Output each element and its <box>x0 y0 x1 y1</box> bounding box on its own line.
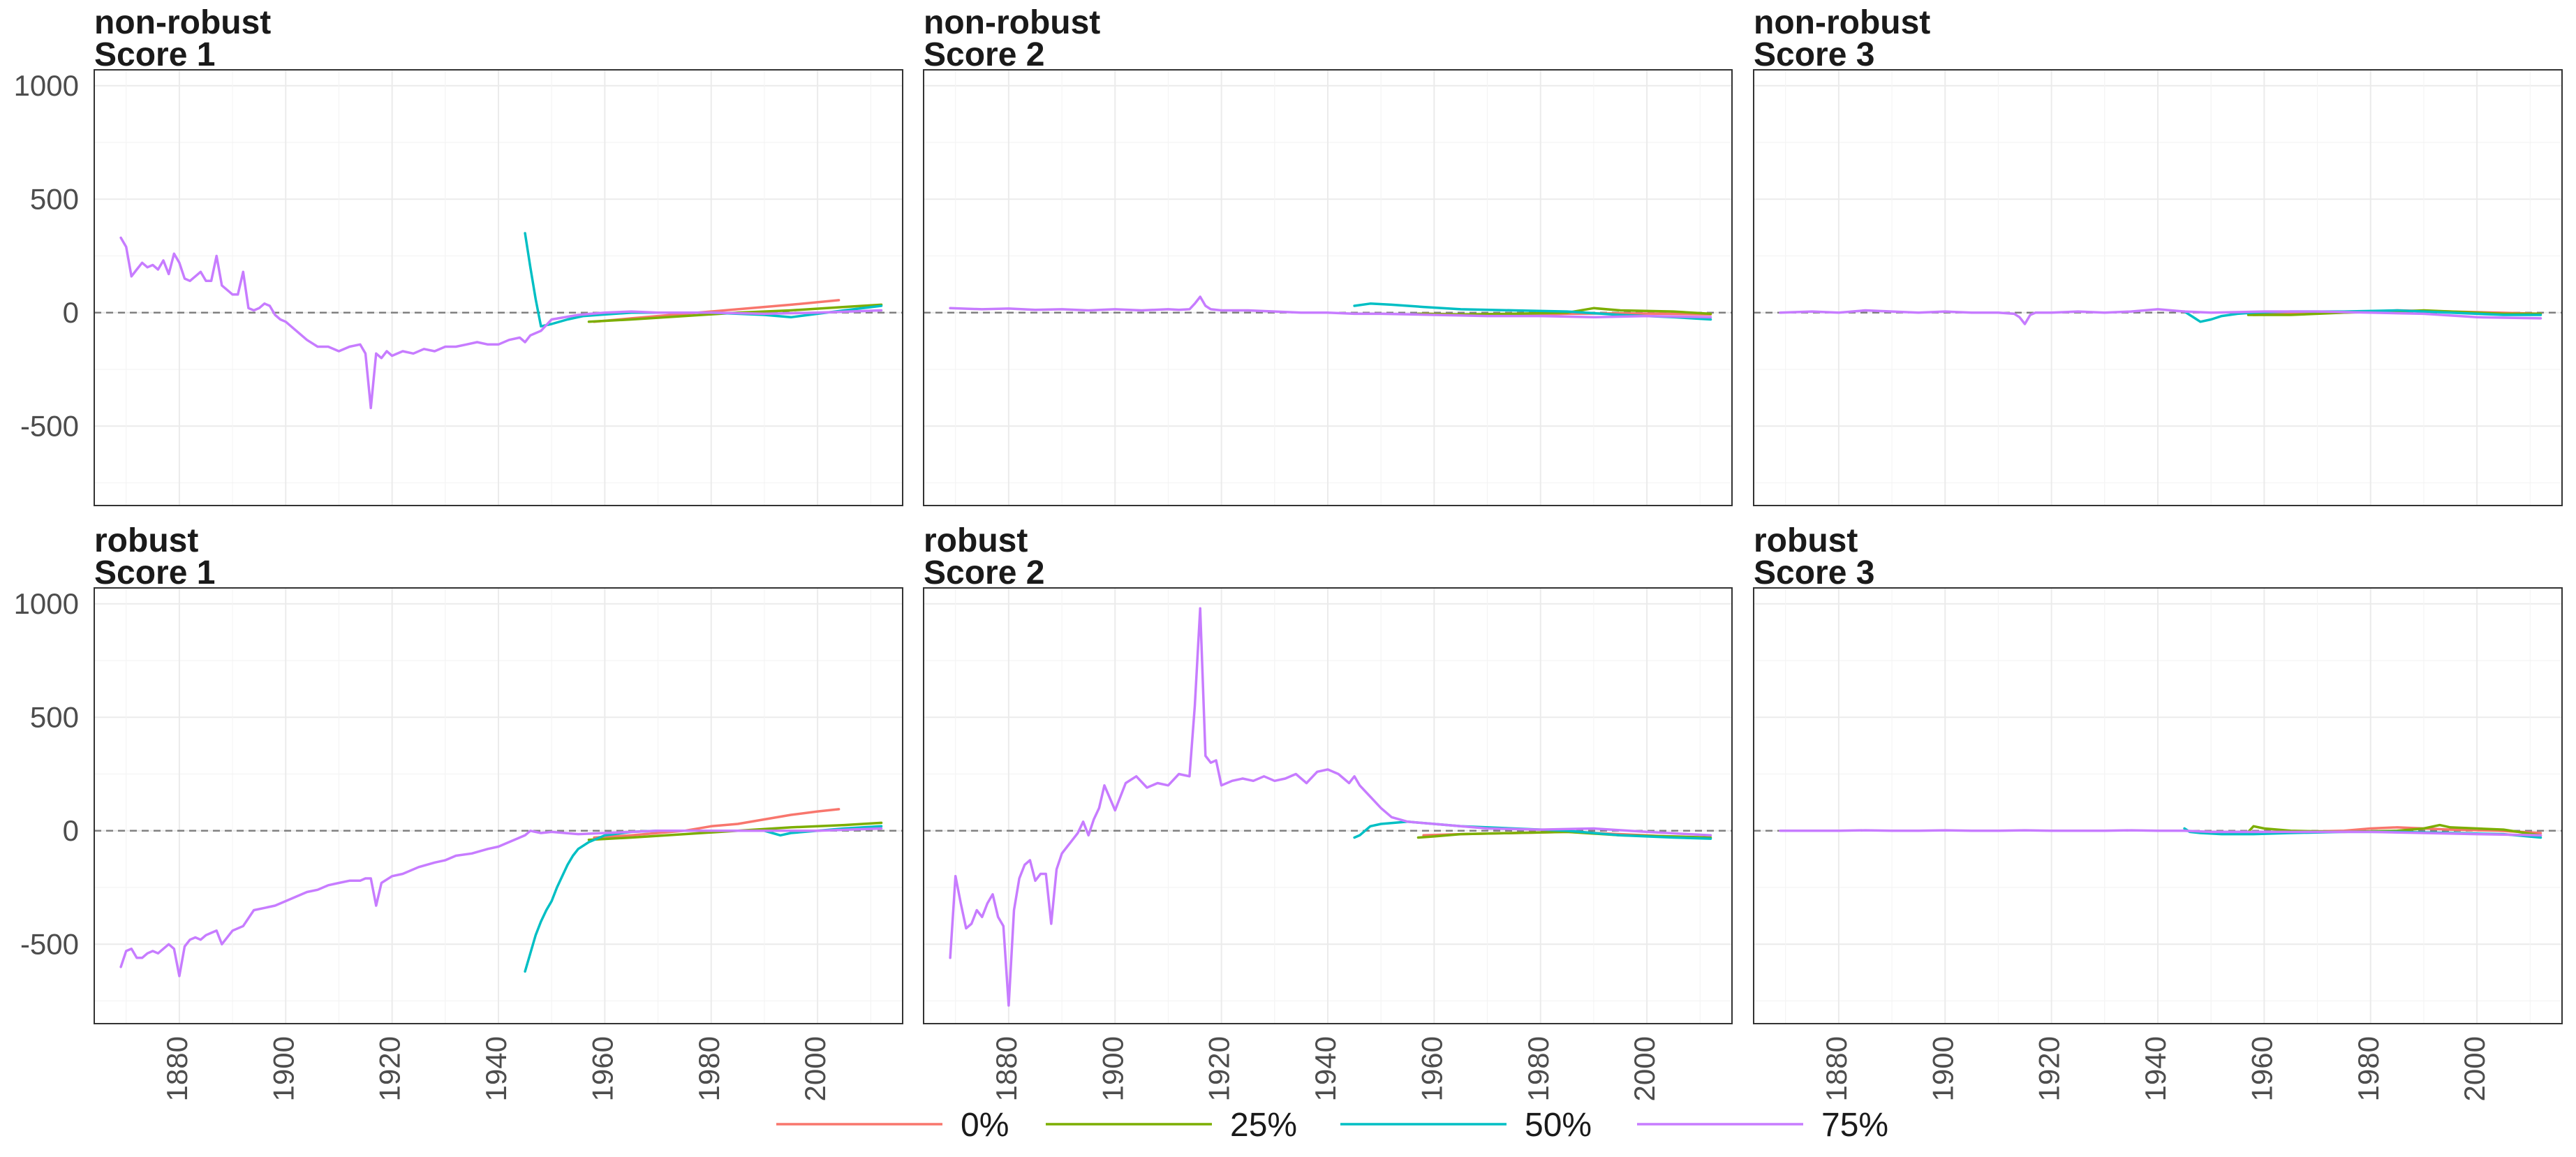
y-tick-label: 0 <box>63 814 79 847</box>
x-tick-label: 1880 <box>1820 1036 1853 1101</box>
x-axis-layer: 1880 1900 1920 1940 1960 1980 2000 1880 1900 1920… <box>161 1036 2491 1101</box>
panel-border <box>923 69 1733 506</box>
y-tick-label: 0 <box>63 296 79 329</box>
legend-item: 0% <box>776 1107 1009 1144</box>
legend: 0% 25% 50% 75% <box>776 1107 1888 1144</box>
facet-title-line1: non-robust <box>94 4 271 41</box>
x-tick-label: 1980 <box>693 1036 725 1101</box>
series-line-50pct <box>524 825 883 973</box>
legend-item: 75% <box>1637 1107 1888 1144</box>
facet-title-line2: Score 2 <box>924 36 1044 73</box>
y-tick-label: 500 <box>30 182 79 215</box>
series-line-25pct <box>1416 307 1712 316</box>
x-tick-label: 1880 <box>161 1036 193 1101</box>
x-tick-label: 1920 <box>1203 1036 1236 1101</box>
x-tick-label: 1900 <box>1096 1036 1129 1101</box>
series-line-75pct <box>1779 829 2542 837</box>
facet-title-line1: non-robust <box>924 4 1100 41</box>
grid <box>94 70 903 506</box>
x-tick-label: 1940 <box>480 1036 512 1101</box>
facet-title-line2: Score 3 <box>1754 36 1874 73</box>
series-line-75pct <box>119 827 883 978</box>
x-tick-label: 2000 <box>799 1036 831 1101</box>
panel-border <box>1753 69 2563 506</box>
panel-border <box>94 69 903 506</box>
x-tick-label: 1960 <box>1415 1036 1448 1101</box>
legend-label: 75% <box>1821 1107 1888 1144</box>
facet-title-line2: Score 2 <box>924 554 1044 591</box>
series-line-75pct <box>949 295 1712 319</box>
grid <box>94 588 903 1024</box>
x-tick-label: 1940 <box>2139 1036 2172 1101</box>
y-tick-label: -500 <box>20 409 79 442</box>
panel-border <box>94 587 903 1024</box>
x-tick-label: 1960 <box>2245 1036 2278 1101</box>
facet-title-line2: Score 3 <box>1754 554 1874 591</box>
x-tick-label: 1920 <box>2033 1036 2066 1101</box>
legend-label: 25% <box>1230 1107 1297 1144</box>
series-line-75pct <box>119 236 883 410</box>
x-tick-label: 1940 <box>1309 1036 1342 1101</box>
x-tick-label: 2000 <box>2458 1036 2491 1101</box>
y-tick-label: 500 <box>30 700 79 733</box>
x-tick-label: 1900 <box>1926 1036 1959 1101</box>
panel-border <box>1753 587 2563 1024</box>
facet-title-line1: non-robust <box>1754 4 1930 41</box>
facet-title-line2: Score 1 <box>94 36 215 73</box>
x-tick-label: 1980 <box>1522 1036 1555 1101</box>
x-tick-label: 1900 <box>267 1036 299 1101</box>
y-tick-label: 1000 <box>14 587 79 620</box>
x-tick-label: 1980 <box>2352 1036 2385 1101</box>
x-tick-label: 1880 <box>990 1036 1023 1101</box>
x-tick-label: 1960 <box>586 1036 619 1101</box>
series-line-75pct <box>1779 308 2542 325</box>
facet-title-line2: Score 1 <box>94 554 215 591</box>
y-tick-label: 1000 <box>14 69 79 102</box>
legend-item: 50% <box>1340 1107 1592 1144</box>
x-tick-label: 1920 <box>373 1036 406 1101</box>
facet-title-line1: robust <box>94 522 198 559</box>
series-line-75pct <box>949 607 1712 1007</box>
facet-title-line1: robust <box>924 522 1028 559</box>
y-axis-layer: -500 0 500 1000 -500 0 500 1000 <box>14 69 79 961</box>
legend-label: 50% <box>1525 1107 1592 1144</box>
series-line-50pct <box>2183 309 2542 323</box>
facet-title-line1: robust <box>1754 522 1858 559</box>
y-tick-label: -500 <box>20 927 79 960</box>
legend-item: 25% <box>1046 1107 1297 1144</box>
legend-label: 0% <box>961 1107 1009 1144</box>
panel-border <box>923 587 1733 1024</box>
series-line-0pct <box>593 808 841 839</box>
x-tick-label: 2000 <box>1628 1036 1661 1101</box>
